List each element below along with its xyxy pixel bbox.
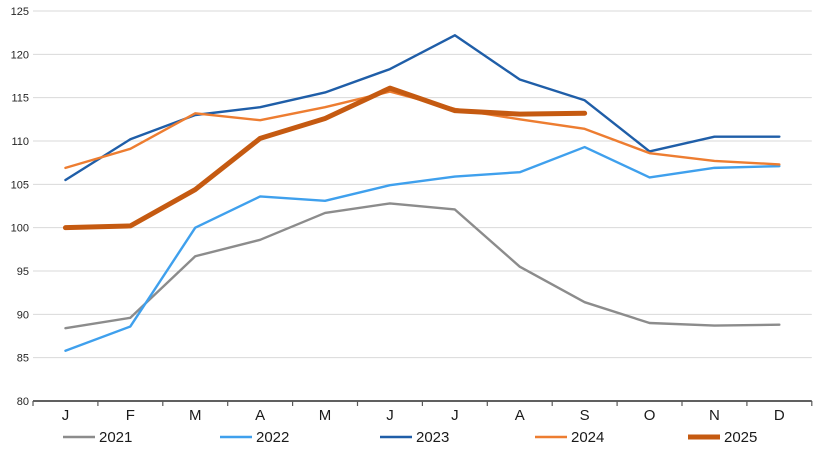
- x-axis-month-label: F: [126, 407, 135, 424]
- legend-label-2024: 2024: [571, 429, 604, 446]
- legend-label-2021: 2021: [99, 429, 132, 446]
- y-axis-tick-label: 115: [11, 93, 29, 105]
- x-axis-month-label: J: [62, 407, 70, 424]
- x-axis-month-label: S: [580, 407, 590, 424]
- series-line-2024: [64, 90, 781, 170]
- y-axis-tick-label: 95: [17, 266, 29, 278]
- x-axis-month-label: M: [189, 407, 202, 424]
- series-line-2022: [64, 145, 781, 352]
- series-line-2023: [64, 34, 781, 182]
- y-axis-tick-label: 120: [11, 49, 29, 61]
- legend-label-2023: 2023: [416, 429, 449, 446]
- series-line-2025: [62, 85, 588, 231]
- x-axis-month-label: A: [255, 407, 265, 424]
- x-axis-month-label: D: [774, 407, 785, 424]
- series-line-2021: [64, 202, 781, 330]
- y-axis-tick-label: 105: [11, 179, 29, 191]
- y-axis-tick-label: 110: [11, 136, 29, 148]
- y-axis-tick-label: 125: [11, 6, 29, 18]
- legend-label-2022: 2022: [256, 429, 289, 446]
- x-axis-month-label: A: [515, 407, 525, 424]
- x-axis-month-label: J: [386, 407, 394, 424]
- x-axis-month-label: N: [709, 407, 720, 424]
- legend-label-2025: 2025: [724, 429, 757, 446]
- y-axis-tick-label: 85: [17, 353, 29, 365]
- y-axis-tick-label: 100: [11, 223, 29, 235]
- x-axis-month-label: J: [451, 407, 459, 424]
- x-axis-month-label: O: [644, 407, 656, 424]
- y-axis-tick-label: 90: [17, 309, 29, 321]
- x-axis-month-label: M: [319, 407, 332, 424]
- y-axis-tick-label: 80: [17, 396, 29, 408]
